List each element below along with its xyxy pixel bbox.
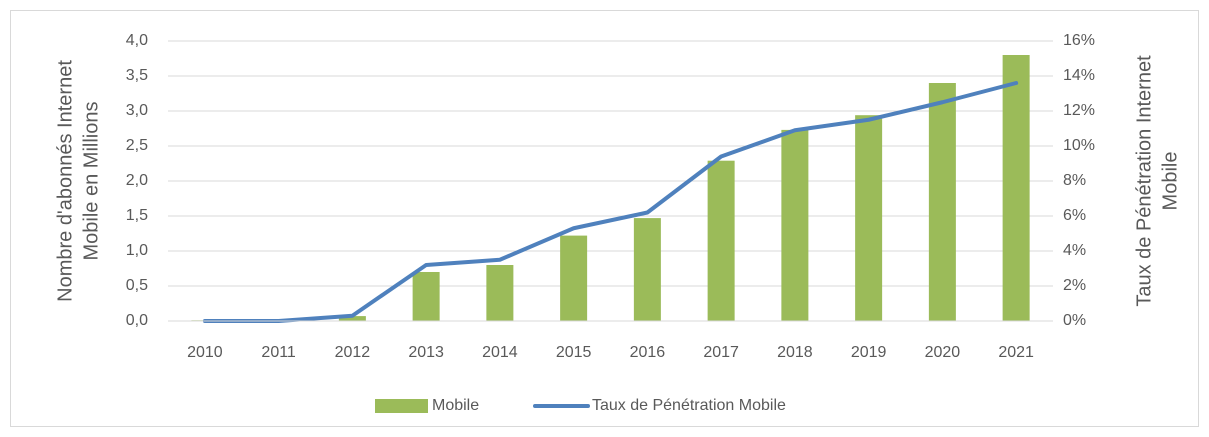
bar — [928, 83, 956, 321]
y2-tick-label: 12% — [1063, 102, 1095, 119]
bar — [781, 129, 809, 321]
x-tick-label: 2015 — [556, 344, 592, 361]
x-tick-label: 2017 — [703, 344, 739, 361]
bar — [560, 235, 588, 321]
bar — [338, 316, 366, 321]
y2-tick-label: 2% — [1063, 277, 1086, 294]
chart-border — [10, 10, 1199, 427]
x-tick-label: 2021 — [998, 344, 1034, 361]
x-tick-label: 2016 — [630, 344, 666, 361]
bar — [486, 265, 514, 321]
y2-tick-label: 4% — [1063, 242, 1086, 259]
y2-axis-title: Taux de Pénétration Internet — [1133, 55, 1155, 307]
y-tick-label: 3,5 — [126, 67, 148, 84]
y2-tick-label: 0% — [1063, 312, 1086, 329]
y-tick-label: 2,0 — [126, 172, 148, 189]
y-tick-label: 0,5 — [126, 277, 148, 294]
y2-tick-label: 14% — [1063, 67, 1095, 84]
bar — [707, 160, 735, 321]
y-tick-label: 4,0 — [126, 32, 148, 49]
legend-label: Taux de Pénétration Mobile — [592, 397, 786, 414]
bar — [412, 272, 440, 321]
y-tick-label: 3,0 — [126, 102, 148, 119]
bar — [855, 115, 883, 321]
y-tick-label: 1,5 — [126, 207, 148, 224]
x-tick-label: 2010 — [187, 344, 223, 361]
y2-tick-label: 16% — [1063, 32, 1095, 49]
y2-tick-label: 6% — [1063, 207, 1086, 224]
x-tick-label: 2011 — [261, 344, 296, 361]
y-tick-label: 2,5 — [126, 137, 148, 154]
y2-tick-label: 10% — [1063, 137, 1095, 154]
x-tick-label: 2013 — [408, 344, 444, 361]
x-tick-label: 2014 — [482, 344, 518, 361]
y-axis-title: Mobile en Millions — [80, 102, 102, 261]
x-tick-label: 2012 — [335, 344, 371, 361]
x-tick-label: 2020 — [925, 344, 961, 361]
y-tick-label: 0,0 — [126, 312, 148, 329]
legend-label: Mobile — [432, 397, 479, 414]
y2-tick-label: 8% — [1063, 172, 1086, 189]
bar — [1002, 55, 1030, 321]
y2-axis-title: Mobile — [1159, 152, 1181, 211]
y-tick-label: 1,0 — [126, 242, 148, 259]
x-tick-label: 2019 — [851, 344, 887, 361]
y-axis-title: Nombre d'abonnés Internet — [54, 60, 76, 302]
bar — [633, 218, 661, 321]
x-tick-label: 2018 — [777, 344, 813, 361]
legend-swatch — [375, 399, 428, 413]
line — [202, 81, 1019, 323]
